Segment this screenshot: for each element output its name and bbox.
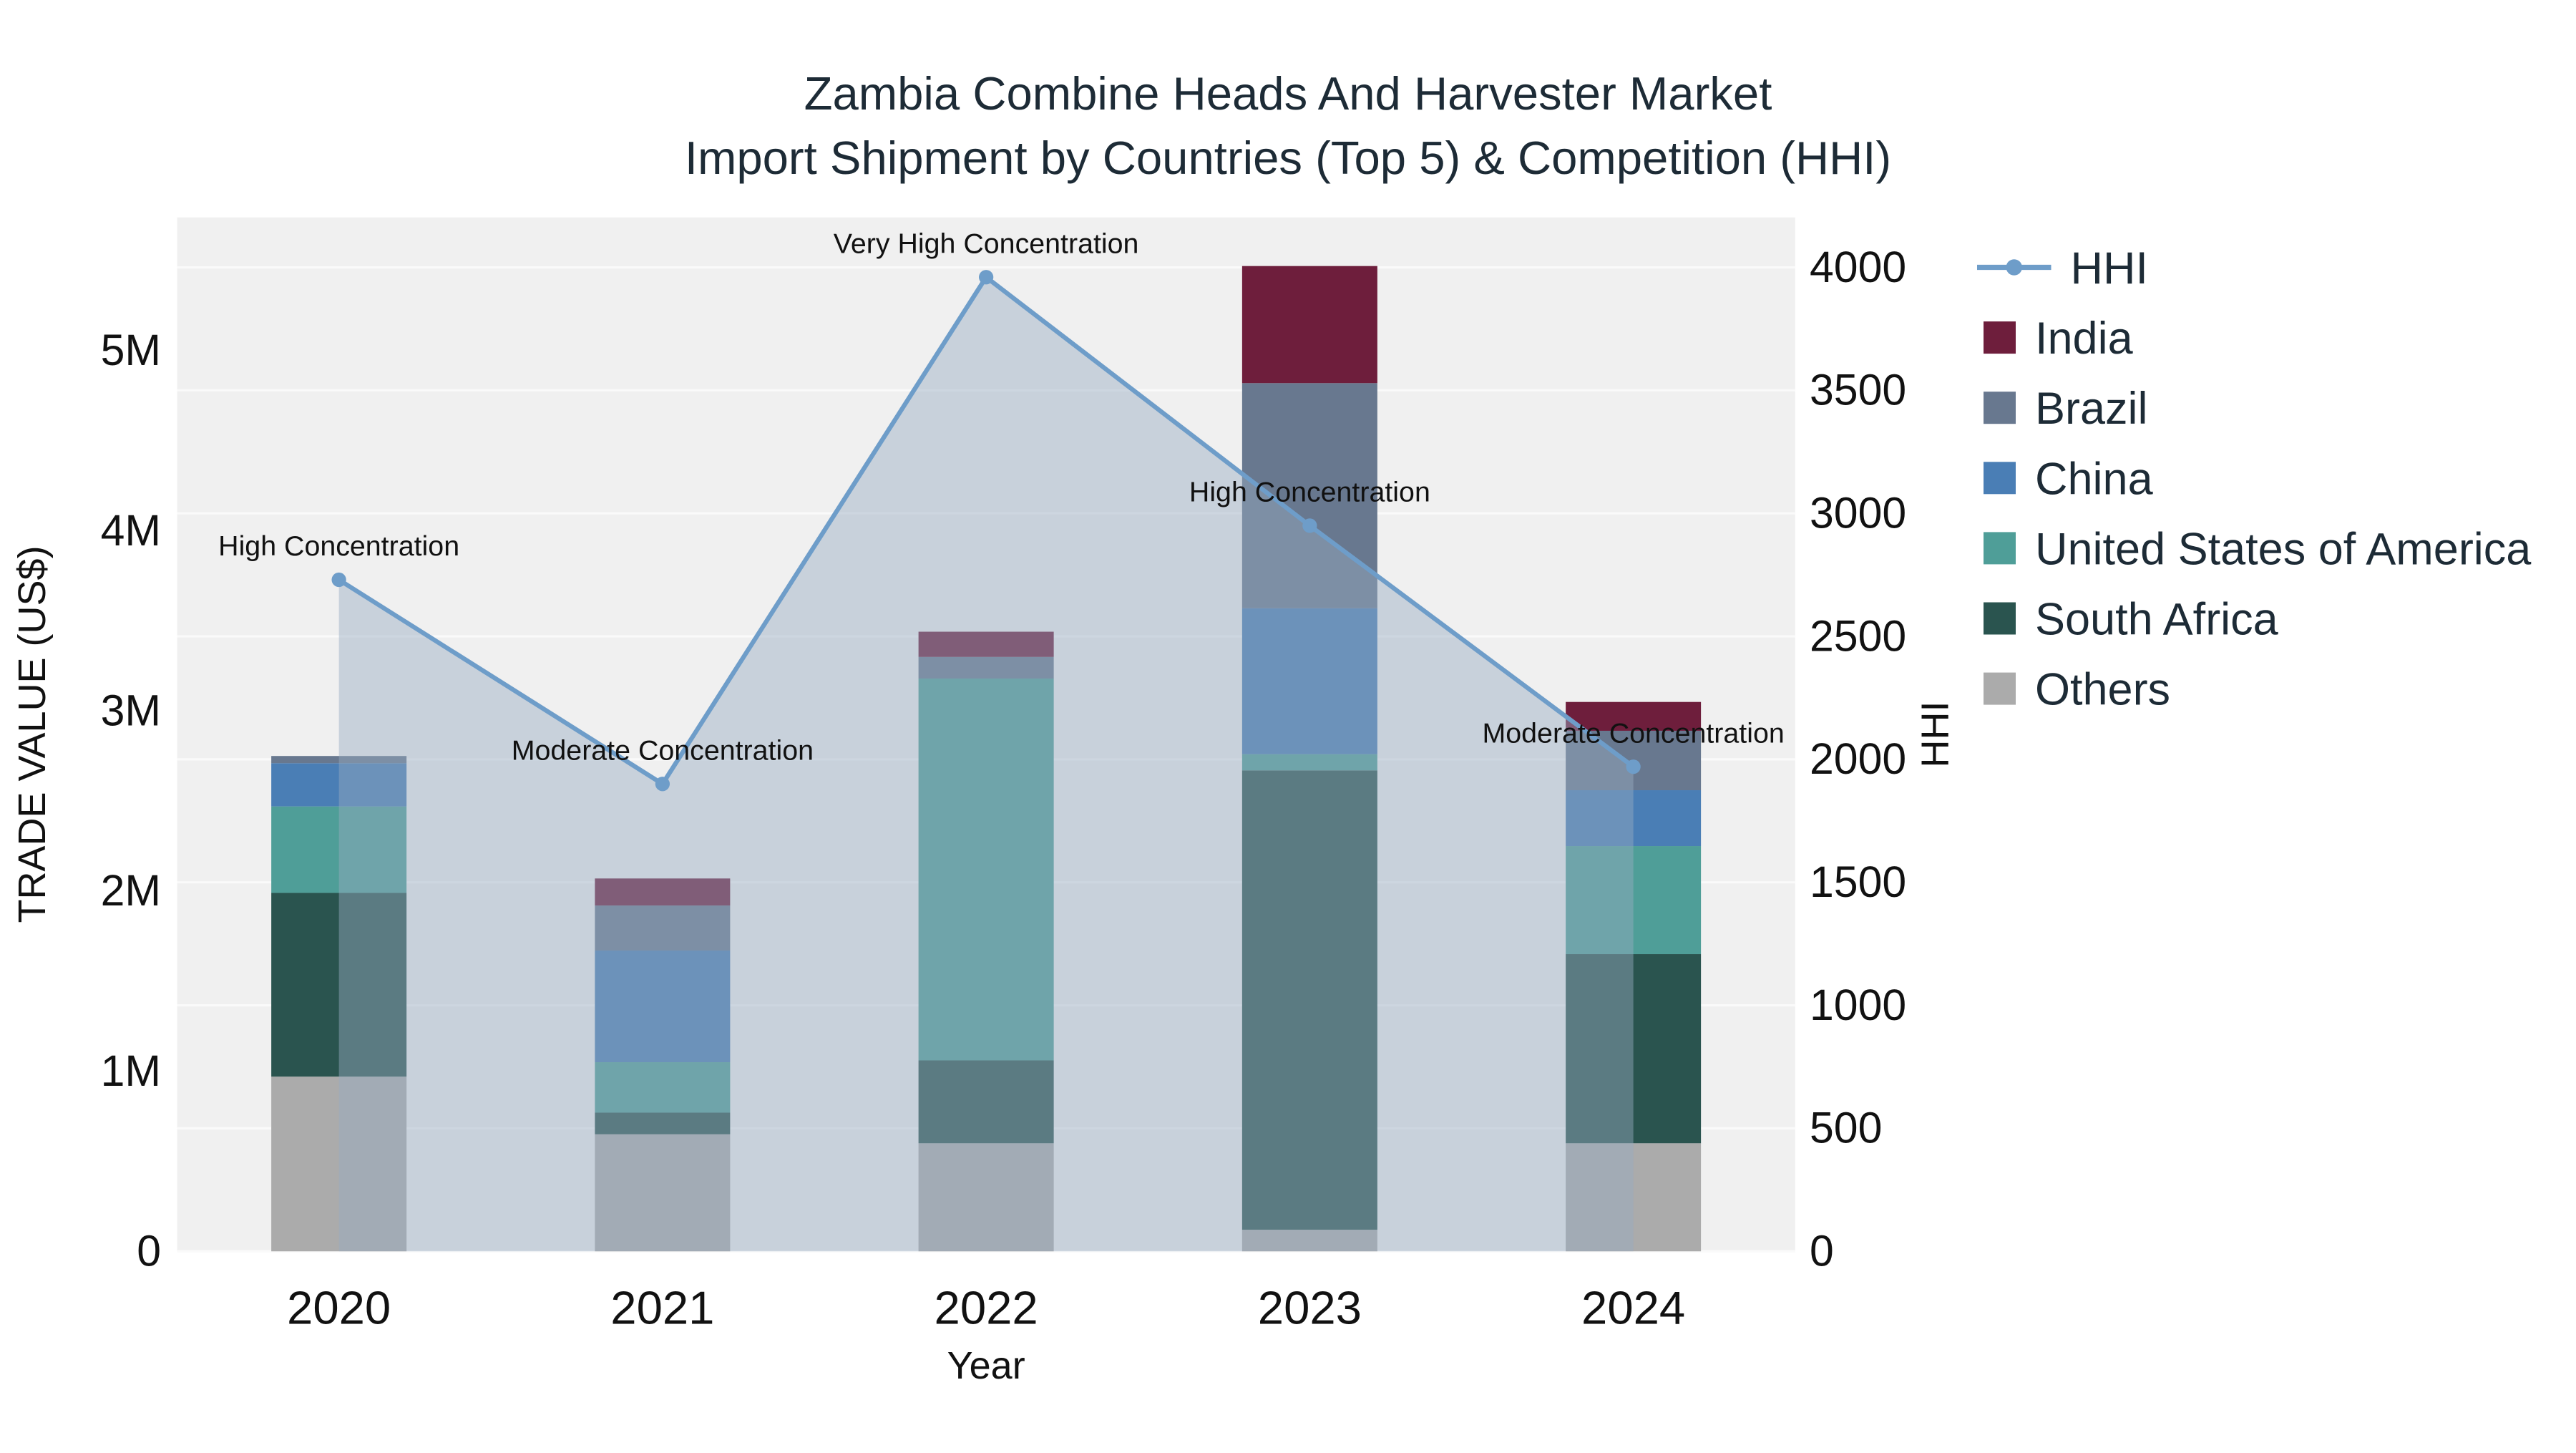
bar-segment-others [595,1134,731,1252]
bar-segment-south-africa [1566,954,1702,1144]
hhi-marker [979,270,994,285]
annotation-label: High Concentration [218,530,459,562]
bar-segment-brazil [1241,383,1377,608]
left-axis-tick-label: 2M [101,866,161,915]
bar-segment-others [918,1143,1054,1252]
legend-color-swatch [1984,672,2016,705]
legend-item-hhi: HHI [1977,243,2148,293]
annotation-layer: High Concentration Moderate Concentration… [218,228,1785,767]
right-axis-tick-label: 1500 [1810,857,1906,906]
hhi-marker [655,777,670,792]
x-axis-title: Year [947,1344,1025,1387]
chart-title: Zambia Combine Heads And Harvester Marke… [804,67,1772,120]
bar-segment-india [1241,266,1377,384]
x-axis-tick-label: 2020 [287,1282,391,1334]
left-axis-tick-label: 1M [101,1046,161,1095]
right-axis-tick-label: 2000 [1810,734,1906,783]
bar-segment-india [595,878,731,906]
bar-segment-united-states-of-america [1241,754,1377,771]
bar-segment-south-africa [271,893,407,1077]
legend-line-marker [2006,259,2022,276]
right-axis-tick-label: 4000 [1810,243,1906,291]
bar-stacks [271,266,1702,1252]
x-axis-tick-label: 2024 [1581,1282,1685,1334]
x-axis-tick-label: 2023 [1258,1282,1362,1334]
bar-segment-china [271,763,407,807]
right-axis-tick-label: 3000 [1810,488,1906,537]
bar-segment-united-states-of-america [918,678,1054,1061]
bar-segment-brazil [918,656,1054,679]
bar-segment-india [1566,701,1702,731]
left-axis-tick-label: 5M [101,326,161,374]
legend-item-brazil: Brazil [1984,384,2148,434]
legend-color-swatch [1984,532,2016,565]
bar-segment-brazil [595,905,731,951]
bar-segment-others [271,1077,407,1252]
right-axis-title: HHI [1914,701,1957,768]
annotation-label: Moderate Concentration [1482,717,1784,749]
bar-segment-india [918,631,1054,657]
legend-item-others: Others [1984,665,2170,715]
legend-item-label: United States of America [2035,524,2532,574]
right-axis-tick-label: 500 [1810,1104,1882,1152]
hhi-area-fill [338,277,1634,1252]
bar-segment-brazil [271,756,407,764]
bar-segment-others [1566,1143,1702,1252]
annotation-label: Very High Concentration [834,228,1139,260]
left-axis-title: TRADE VALUE (US$) [11,545,54,923]
left-axis-tick-label: 3M [101,686,161,735]
legend-item-india: India [1984,314,2134,364]
right-axis-tick-label: 2500 [1810,611,1906,660]
legend-color-swatch [1984,392,2016,424]
bar-segment-china [1241,608,1377,754]
left-axis-tick-label: 0 [137,1227,161,1275]
right-axis-tick-label: 0 [1810,1227,1834,1275]
annotation-label: High Concentration [1189,477,1430,508]
left-axis-tick-label: 4M [101,506,161,555]
chart-subtitle: Import Shipment by Countries (Top 5) & C… [685,132,1891,184]
bar-segment-others [1241,1230,1377,1252]
legend-item-united-states-of-america: United States of America [1984,524,2532,574]
legend-item-label: HHI [2071,243,2149,293]
legend-item-china: China [1984,454,2154,504]
legend: HHI India Brazil China United States of Amer… [1977,243,2532,715]
legend-item-label: Brazil [2035,384,2148,434]
bar-segment-united-states-of-america [1566,846,1702,955]
bar-segment-united-states-of-america [595,1062,731,1113]
legend-color-swatch [1984,321,2016,354]
bar-segment-china [595,950,731,1063]
right-axis-tick-label: 1000 [1810,981,1906,1029]
legend-color-swatch [1984,462,2016,495]
hhi-marker [1302,518,1317,533]
bar-segment-south-africa [918,1060,1054,1144]
hhi-marker [1626,759,1641,774]
legend-item-label: India [2035,314,2134,364]
annotation-label: Moderate Concentration [512,735,814,767]
bar-segment-china [1566,790,1702,847]
x-axis-tick-label: 2022 [935,1282,1038,1334]
hhi-marker [331,572,346,588]
legend-item-label: China [2035,454,2154,504]
legend-item-label: Others [2035,665,2170,715]
legend-item-south-africa: South Africa [1984,595,2279,645]
right-axis-tick-label: 3500 [1810,366,1906,414]
bar-segment-south-africa [595,1112,731,1134]
bar-segment-united-states-of-america [271,806,407,893]
axis-tick-labels: 0 1M 2M 3M 4M 5M 0 500 1000 1500 2000 2500 3000 3500 4… [101,243,1907,1334]
legend-item-label: South Africa [2035,595,2279,645]
bar-segment-south-africa [1241,770,1377,1230]
x-axis-tick-label: 2021 [610,1282,714,1334]
legend-color-swatch [1984,602,2016,635]
hhi-line-layer [331,270,1641,1252]
